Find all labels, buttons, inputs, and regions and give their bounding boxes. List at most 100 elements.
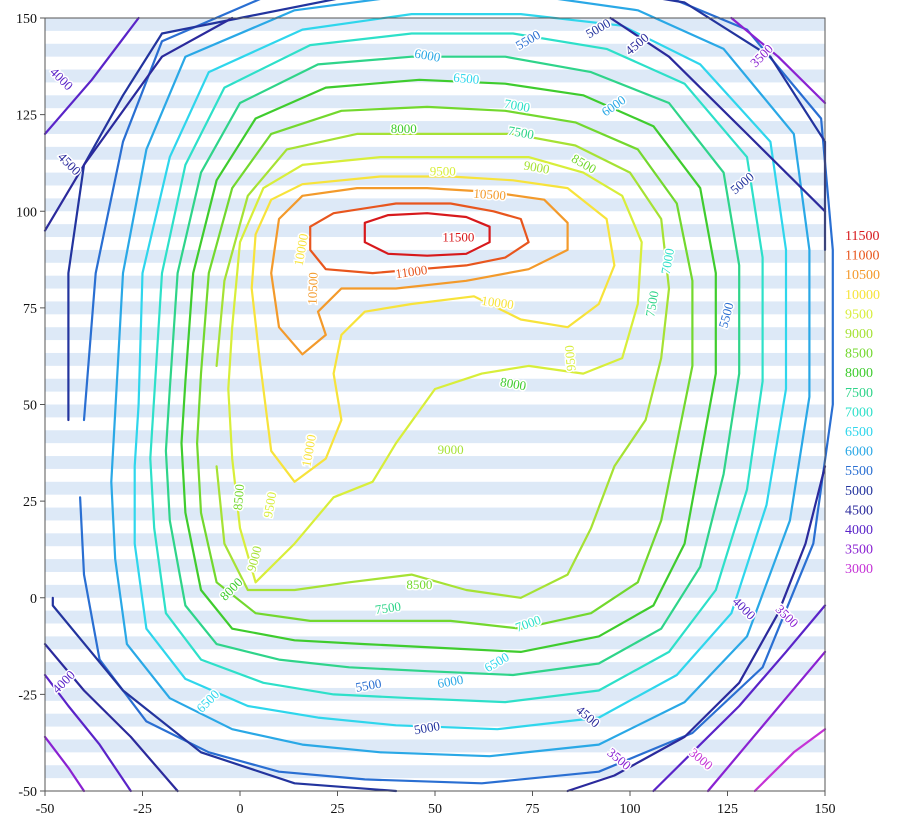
background-stripe xyxy=(45,378,825,392)
contour-line-7000 xyxy=(149,32,764,704)
legend-entry-3000: 3000 xyxy=(845,562,873,577)
y-axis-ticks: 150 125 100 75 50 25 0 -25 -50 xyxy=(16,12,45,800)
background-stripe xyxy=(45,559,825,572)
contour-label-4000: 4000 xyxy=(47,64,76,93)
legend-entry-7500: 7500 xyxy=(845,386,873,401)
plot-background xyxy=(45,18,825,779)
contour-label-10000: 10000 xyxy=(291,232,311,267)
background-stripe xyxy=(45,507,825,521)
y-tick-label: 75 xyxy=(23,302,37,317)
legend-entry-8000: 8000 xyxy=(845,366,873,381)
contour-line-11000 xyxy=(309,202,530,275)
contour-line-4000 xyxy=(43,16,140,135)
background-stripe xyxy=(45,275,825,289)
y-tick-label: -25 xyxy=(18,688,37,703)
contour-label-8500: 8500 xyxy=(406,577,432,592)
contour-label-7000: 7000 xyxy=(503,96,531,115)
legend-entry-10500: 10500 xyxy=(845,268,880,283)
background-stripe xyxy=(45,610,825,624)
background-stripe xyxy=(45,43,825,57)
legend-entry-11500: 11500 xyxy=(845,229,879,244)
contour-line-3000 xyxy=(753,728,827,793)
legend-entry-5000: 5000 xyxy=(845,484,873,499)
background-stripe xyxy=(45,352,825,366)
background-stripe xyxy=(45,765,825,779)
legend: 11500 11000 10500 10000 9500 9000 8500 8000 7500… xyxy=(845,229,880,577)
contour-label-9500: 9500 xyxy=(561,345,578,372)
background-stripe xyxy=(45,533,825,547)
contour-line-6000 xyxy=(110,0,811,758)
x-tick-label: 125 xyxy=(717,802,738,817)
contour-label-10500: 10500 xyxy=(305,272,321,305)
contour-line-4000 xyxy=(43,673,132,793)
background-stripe xyxy=(45,739,825,753)
contour-label-11000: 11000 xyxy=(394,262,428,281)
contour-label-6000: 6000 xyxy=(413,46,441,65)
background-stripe xyxy=(45,121,825,134)
legend-entry-7000: 7000 xyxy=(845,405,873,420)
contour-label-8000: 8000 xyxy=(499,374,527,393)
contour-label-9500: 9500 xyxy=(430,164,456,179)
x-tick-label: -50 xyxy=(36,802,55,817)
contour-line-4000 xyxy=(652,604,827,793)
y-tick-label: 100 xyxy=(16,205,37,220)
contour-line-4500 xyxy=(566,465,827,793)
legend-entry-6000: 6000 xyxy=(845,445,873,460)
contour-line-8000 xyxy=(180,78,717,653)
contour-line-4500 xyxy=(609,16,827,213)
contour-line-4500 xyxy=(43,16,234,232)
legend-entry-10000: 10000 xyxy=(845,288,880,303)
contour-lines xyxy=(43,0,834,793)
contour-label-6000: 6000 xyxy=(436,672,464,691)
contour-label-9000: 9000 xyxy=(438,442,464,457)
contour-line-3500 xyxy=(706,650,827,793)
background-stripe xyxy=(45,456,825,469)
legend-entry-9500: 9500 xyxy=(845,307,873,322)
background-stripe xyxy=(45,301,825,315)
contour-line-3500 xyxy=(43,735,86,793)
contour-label-7500: 7500 xyxy=(507,123,535,142)
contour-label-5500: 5500 xyxy=(354,676,382,695)
contour-label-7500: 7500 xyxy=(642,290,661,318)
x-tick-label: 100 xyxy=(620,802,641,817)
contour-line-3500 xyxy=(730,16,827,105)
legend-entry-5500: 5500 xyxy=(845,464,873,479)
y-tick-label: 50 xyxy=(23,399,37,414)
contour-label-10500: 10500 xyxy=(473,186,506,203)
legend-entry-9000: 9000 xyxy=(845,327,873,342)
contour-line-10000 xyxy=(250,175,616,483)
contour-line-11500 xyxy=(363,212,491,257)
contour-label-11500: 11500 xyxy=(442,229,474,244)
x-tick-label: 25 xyxy=(331,802,345,817)
contour-label-6500: 6500 xyxy=(453,70,480,87)
x-tick-label: 50 xyxy=(428,802,442,817)
contour-label-3500: 3500 xyxy=(773,602,802,631)
legend-entry-8500: 8500 xyxy=(845,347,873,362)
background-stripe xyxy=(45,18,825,31)
background-stripe xyxy=(45,662,825,676)
legend-entry-4500: 4500 xyxy=(845,503,873,518)
legend-entry-3500: 3500 xyxy=(845,543,873,558)
background-stripe xyxy=(45,430,825,444)
contour-label-7000: 7000 xyxy=(658,247,677,275)
contour-label-9500: 9500 xyxy=(260,491,279,519)
x-tick-label: 75 xyxy=(526,802,540,817)
contour-line-7500 xyxy=(164,55,741,677)
background-stripe xyxy=(45,713,825,727)
x-tick-label: -25 xyxy=(133,802,152,817)
background-stripe xyxy=(45,481,825,495)
contour-label-8500: 8500 xyxy=(230,484,247,511)
contour-label-8000: 8000 xyxy=(391,121,417,136)
contour-label-10000: 10000 xyxy=(298,433,318,468)
contour-line-6500 xyxy=(133,13,788,731)
y-tick-label: -50 xyxy=(18,785,37,800)
x-tick-label: 0 xyxy=(237,802,244,817)
contour-label-10000: 10000 xyxy=(480,293,514,312)
background-stripe xyxy=(45,687,825,701)
contour-line-5000 xyxy=(51,596,398,793)
legend-entry-11000: 11000 xyxy=(845,249,879,264)
background-stripe xyxy=(45,404,825,418)
y-tick-label: 150 xyxy=(16,12,37,27)
contour-line-9000 xyxy=(215,132,671,599)
